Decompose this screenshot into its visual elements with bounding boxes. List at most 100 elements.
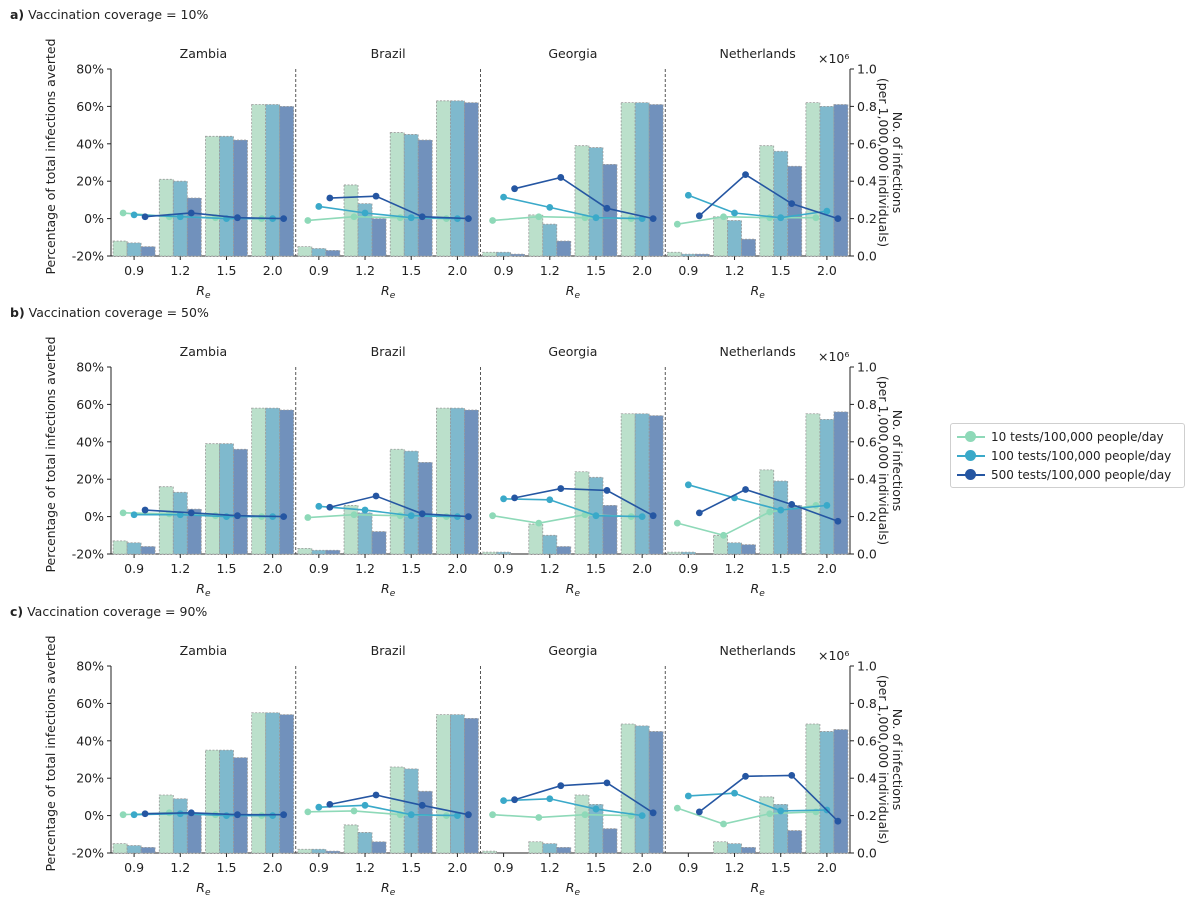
x-tick-label: 0.9 <box>678 860 698 875</box>
x-tick-label: 0.9 <box>494 860 514 875</box>
left-tick-label: 80% <box>76 360 104 375</box>
bar-t10 <box>158 486 174 555</box>
bar-t100 <box>403 134 419 257</box>
country-title: Netherlands <box>720 46 796 61</box>
right-tick-label: 0.8 <box>857 99 877 114</box>
bar-t10 <box>482 850 497 854</box>
bar-t10 <box>251 104 267 257</box>
left-tick-label: 40% <box>76 434 104 449</box>
x-tick-label: 1.5 <box>217 561 237 576</box>
bar-t10 <box>343 184 359 257</box>
x-axis-label-main: R <box>381 581 390 596</box>
bar-t500 <box>787 504 803 555</box>
x-axis-label: Re <box>566 880 581 898</box>
panel-heading: b) Vaccination coverage = 50% <box>10 305 209 320</box>
x-tick-label: 0.9 <box>124 860 144 875</box>
bar-t100 <box>496 551 511 555</box>
x-tick-label: 2.0 <box>263 860 283 875</box>
right-tick-label: 1.0 <box>857 360 877 375</box>
point-t10 <box>535 519 543 527</box>
subplot-netherlands: Netherlands 0.9 1.2 1.5 2.0 Re <box>664 643 849 898</box>
left-tick-label: 60% <box>76 99 104 114</box>
country-title: Georgia <box>548 46 597 61</box>
bar-t10 <box>574 794 590 854</box>
bar-t100 <box>403 768 419 854</box>
bar-t10 <box>574 145 590 257</box>
legend-marker-100-tests <box>957 449 985 462</box>
country-title: Netherlands <box>720 643 796 658</box>
bar-t100 <box>311 549 327 555</box>
right-tick-label: 1.0 <box>857 62 877 77</box>
legend-item-500-tests: 500 tests/100,000 people/day <box>957 465 1178 484</box>
panel-letter: c) <box>10 604 23 619</box>
point-t100 <box>546 203 554 211</box>
x-tick-label: 1.2 <box>355 263 375 278</box>
right-tick-label: 0.6 <box>857 136 877 151</box>
x-axis-label-main: R <box>566 581 575 596</box>
bar-t10 <box>251 407 267 555</box>
x-axis-label-subscript: e <box>205 888 211 898</box>
bar-t500 <box>233 139 248 257</box>
point-t100 <box>500 495 507 503</box>
point-t10 <box>119 209 127 217</box>
x-axis-label: Re <box>381 283 396 301</box>
point-t100 <box>777 214 785 222</box>
x-axis-label: Re <box>566 581 581 599</box>
point-t10 <box>535 213 543 221</box>
line-t100 <box>503 498 643 518</box>
bar-t100 <box>450 407 465 555</box>
country-title: Netherlands <box>720 344 796 359</box>
subplot-georgia: Georgia 0.9 1.2 1.5 2.0 Re <box>480 344 664 599</box>
bar-t10 <box>436 100 451 257</box>
x-axis-label: Re <box>751 581 766 599</box>
x-tick-label: 2.0 <box>263 561 283 576</box>
point-t10 <box>720 213 727 221</box>
bar-t10 <box>666 251 682 257</box>
point-t500 <box>742 486 749 493</box>
point-t500 <box>465 811 472 819</box>
point-t100 <box>454 812 461 819</box>
bar-t10 <box>620 723 636 854</box>
bar-t500 <box>741 846 756 854</box>
panel-1: a) Vaccination coverage = 10% 80% 60% 40% 20… <box>10 7 905 301</box>
bar-t10 <box>297 848 313 854</box>
x-tick-label: 1.2 <box>725 561 745 576</box>
country-title: Zambia <box>180 643 227 658</box>
right-tick-label: 0.8 <box>857 397 877 412</box>
point-t500 <box>603 779 611 787</box>
x-tick-label: 2.0 <box>447 860 467 875</box>
point-t500 <box>557 782 565 790</box>
point-t100 <box>731 789 738 797</box>
point-t100 <box>176 213 184 221</box>
point-t10 <box>350 213 358 221</box>
subplot-brazil: Brazil 0.9 1.2 1.5 2.0 Re <box>295 643 479 898</box>
point-t100 <box>407 214 415 222</box>
point-t100 <box>361 209 369 217</box>
point-t100 <box>684 191 692 199</box>
bar-t500 <box>648 104 664 257</box>
point-t100 <box>592 214 600 222</box>
line-t500 <box>514 176 654 220</box>
x-tick-label: 1.2 <box>540 860 560 875</box>
x-tick-label: 1.2 <box>540 263 560 278</box>
line-t500 <box>329 195 469 220</box>
point-t500 <box>187 209 195 217</box>
right-tick-label: 0.2 <box>857 211 877 226</box>
panel-2: b) Vaccination coverage = 50% 80% 60% 40% 20… <box>10 305 905 599</box>
legend-marker-10-tests <box>957 430 985 443</box>
point-t100 <box>500 797 507 805</box>
x-tick-label: 2.0 <box>817 860 837 875</box>
bar-t10 <box>759 145 775 257</box>
country-title: Brazil <box>371 46 406 61</box>
x-tick-label: 1.5 <box>771 561 791 576</box>
right-tick-label: 0.4 <box>857 771 877 786</box>
x-tick-label: 1.5 <box>771 860 791 875</box>
bar-t10 <box>389 448 405 555</box>
point-t500 <box>326 194 334 202</box>
bar-t100 <box>727 220 742 257</box>
point-t500 <box>280 513 288 520</box>
subplot-brazil: Brazil 0.9 1.2 1.5 2.0 Re <box>295 344 479 599</box>
point-t100 <box>777 807 785 815</box>
bar-t500 <box>787 165 803 257</box>
